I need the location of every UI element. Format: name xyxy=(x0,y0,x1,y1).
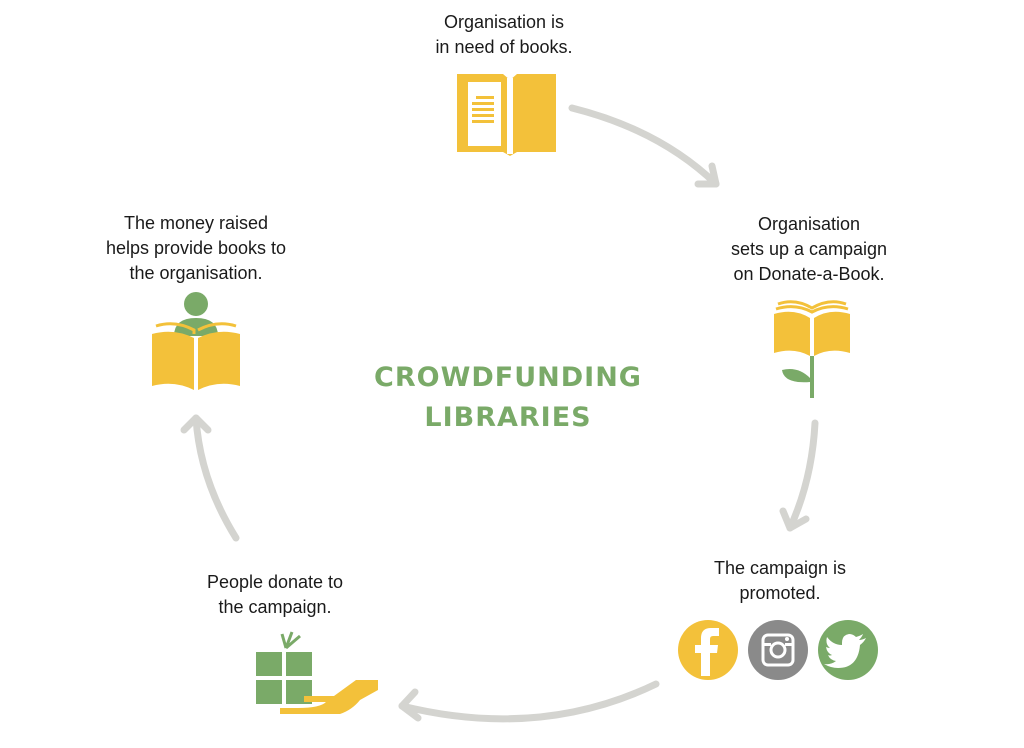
arrow-step1-to-step2 xyxy=(568,104,720,188)
arrow-head-step4-to-step5 xyxy=(180,414,212,434)
diagram-title: CROWDFUNDING LIBRARIES xyxy=(330,358,686,438)
arrow-step3-to-step4 xyxy=(398,680,660,723)
step-2-label: Organisation sets up a campaign on Donat… xyxy=(730,214,888,284)
arrow-head-step2-to-step3 xyxy=(779,507,810,532)
twitter-icon xyxy=(818,620,878,680)
step-3-label: The campaign is promoted. xyxy=(713,558,847,603)
step-1-label: Organisation is in need of books. xyxy=(435,12,573,57)
step-5-label: The money raised helps provide books to … xyxy=(105,213,287,283)
step-4-label: People donate to the campaign. xyxy=(206,572,344,617)
title-line-2: LIBRARIES xyxy=(424,402,592,433)
title-line-1: CROWDFUNDING xyxy=(374,362,642,393)
arrow-head-step1-to-step2 xyxy=(694,162,720,188)
arrow-head-step3-to-step4 xyxy=(398,688,422,722)
arrow-step2-to-step3 xyxy=(786,419,819,532)
instagram-icon xyxy=(748,620,808,680)
arrow-step4-to-step5 xyxy=(192,414,240,542)
facebook-icon xyxy=(678,620,738,680)
